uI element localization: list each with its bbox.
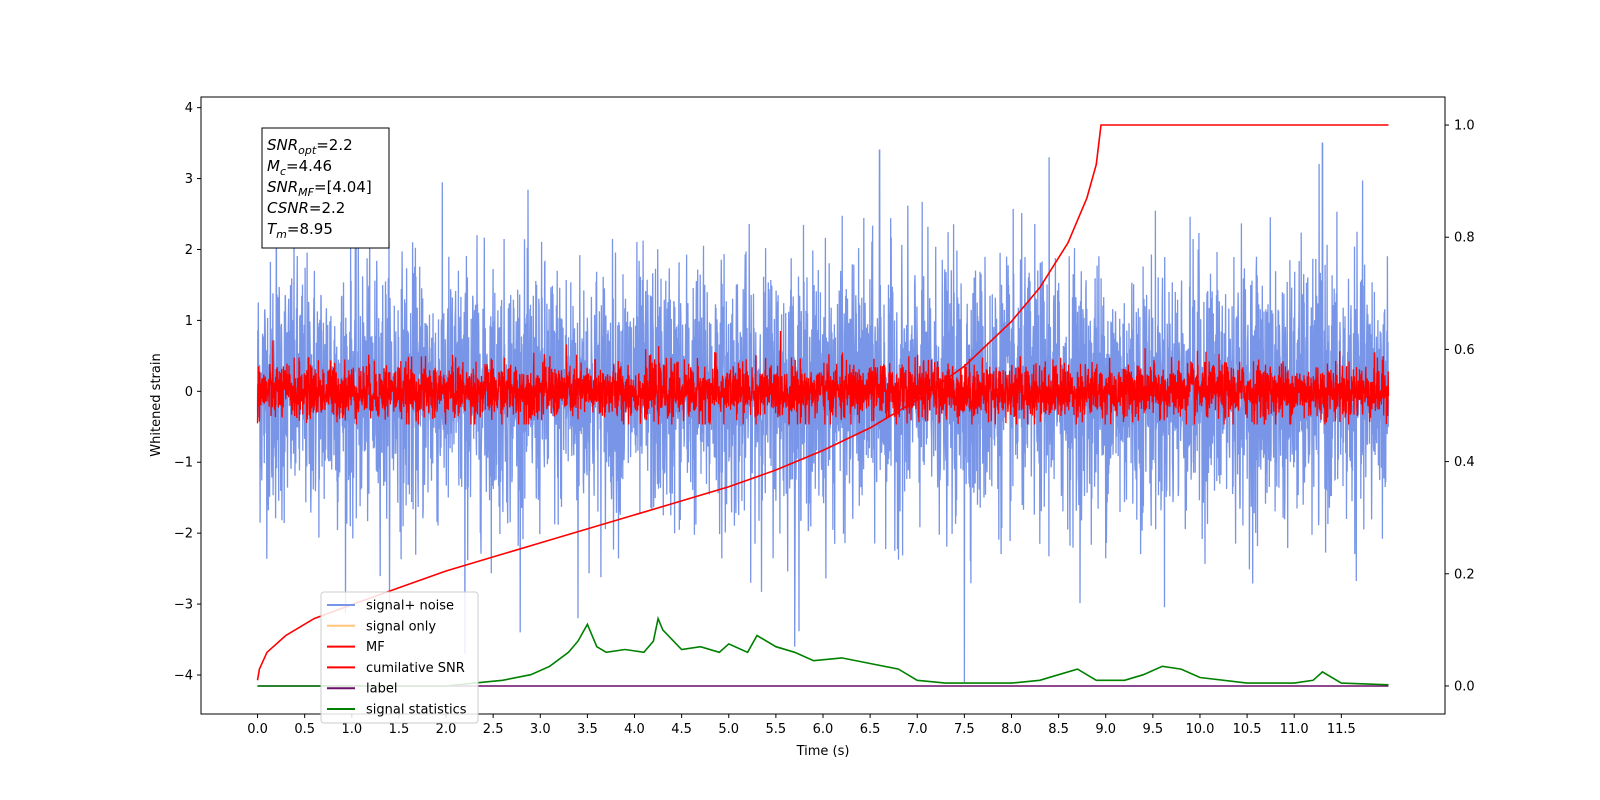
y-axis-label: Whitened strain xyxy=(149,353,164,456)
x-tick-label: 1.0 xyxy=(341,722,362,737)
x-tick-label: 7.5 xyxy=(954,722,975,737)
x-tick-label: 5.5 xyxy=(766,722,787,737)
annotation-symbol: CSNR xyxy=(267,199,309,217)
y-tick-label: 2 xyxy=(185,243,193,258)
x-tick-label: 8.0 xyxy=(1001,722,1022,737)
x-tick-label: 9.5 xyxy=(1143,722,1164,737)
y2-tick-label: 0.0 xyxy=(1454,679,1475,694)
legend: signal+ noise signal only MF cumilative SNR… xyxy=(320,591,479,724)
y2-tick-label: 1.0 xyxy=(1454,119,1475,134)
series-cumulative-snr xyxy=(256,124,1389,681)
x-tick-label: 9.0 xyxy=(1095,722,1116,737)
annotation-line: CSNR=2.2 xyxy=(267,199,345,217)
series-signal-statistics xyxy=(257,615,1389,687)
x-tick-label: 3.5 xyxy=(577,722,598,737)
y-tick-label: −2 xyxy=(174,527,193,542)
annotation-subscript: MF xyxy=(298,186,314,199)
x-tick-label: 8.5 xyxy=(1048,722,1069,737)
x-axis-label: Time (s) xyxy=(796,744,850,759)
y-tick-label: −1 xyxy=(174,456,193,471)
annotation-value: =4.46 xyxy=(286,157,332,175)
x-tick-label: 0.0 xyxy=(247,722,268,737)
x-tick-label: 10.0 xyxy=(1185,722,1214,737)
y2-tick-label: 0.6 xyxy=(1454,343,1475,358)
ticks-group: 0.0 0.5 1.0 1.5 2.0 2.5 3.0 3.5 4.0 4.5 5.0 5.5 6.0 6… xyxy=(174,101,1475,737)
x-tick-label: 1.5 xyxy=(389,722,410,737)
legend-frame xyxy=(320,591,479,724)
legend-label: signal+ noise xyxy=(366,599,454,614)
annotation-value: =8.95 xyxy=(287,220,333,238)
annotation-symbol: SNR xyxy=(267,178,298,196)
annotation-subscript: c xyxy=(280,165,286,178)
y2-tick-label: 0.8 xyxy=(1454,231,1475,246)
annotation-value: =2.2 xyxy=(316,136,352,154)
annotation-subscript: m xyxy=(276,228,287,241)
annotation-symbol: T xyxy=(267,220,278,238)
annotation-value: =[4.04] xyxy=(314,178,372,196)
y-tick-label: 3 xyxy=(185,172,193,187)
legend-label: MF xyxy=(366,640,385,655)
x-tick-label: 10.5 xyxy=(1233,722,1262,737)
series-mf xyxy=(256,330,1390,425)
annotation-subscript: opt xyxy=(298,144,317,157)
legend-label: signal only xyxy=(366,619,436,634)
y-tick-label: 0 xyxy=(185,385,193,400)
x-tick-label: 4.5 xyxy=(671,722,692,737)
y-tick-label: 4 xyxy=(185,101,193,116)
legend-label: label xyxy=(366,682,397,697)
legend-label: cumilative SNR xyxy=(366,661,465,676)
x-tick-label: 3.0 xyxy=(530,722,551,737)
x-tick-label: 4.0 xyxy=(624,722,645,737)
x-tick-label: 11.0 xyxy=(1280,722,1309,737)
x-tick-label: 7.0 xyxy=(907,722,928,737)
y2-tick-label: 0.2 xyxy=(1454,567,1475,582)
annotation-symbol: M xyxy=(267,157,280,175)
annotation-line: Tm=8.95 xyxy=(267,220,333,241)
y-tick-label: −3 xyxy=(174,598,193,613)
x-tick-label: 2.5 xyxy=(483,722,504,737)
annotation-box: SNRopt=2.2Mc=4.46SNRMF=[4.04]CSNR=2.2Tm=… xyxy=(261,127,390,249)
x-tick-label: 0.5 xyxy=(294,722,315,737)
annotation-value: =2.2 xyxy=(309,199,345,217)
x-tick-label: 6.5 xyxy=(860,722,881,737)
y2-tick-label: 0.4 xyxy=(1454,455,1475,470)
annotation-line: Mc=4.46 xyxy=(267,157,332,178)
y-tick-label: −4 xyxy=(174,668,193,683)
annotation-frame xyxy=(261,127,390,249)
x-tick-label: 2.0 xyxy=(436,722,457,737)
annotation-symbol: SNR xyxy=(267,136,298,154)
legend-label: signal statistics xyxy=(366,703,467,718)
annotation-line: SNRMF=[4.04] xyxy=(267,178,372,199)
y-tick-label: 1 xyxy=(185,314,193,329)
x-tick-label: 6.0 xyxy=(813,722,834,737)
x-tick-label: 5.0 xyxy=(718,722,739,737)
x-tick-label: 11.5 xyxy=(1327,722,1356,737)
annotation-line: SNRopt=2.2 xyxy=(267,136,353,157)
